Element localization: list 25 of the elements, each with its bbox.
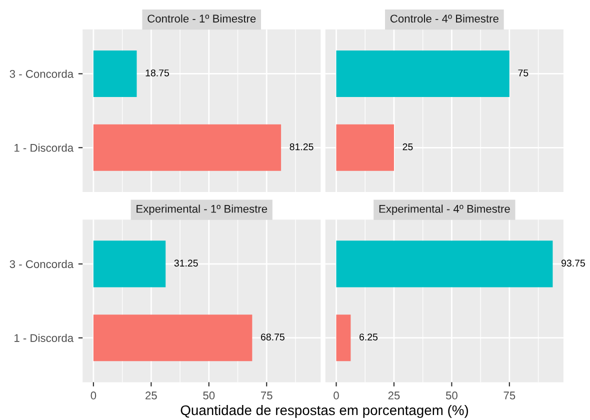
data-label: 31.25 (174, 260, 198, 267)
chart-title: Controle - 4º Bimestre (390, 14, 498, 23)
data-label: 6.25 (360, 334, 378, 340)
x-tick-label: 50 (446, 392, 458, 400)
y-tick-label: 3 - Concorda (10, 70, 74, 78)
data-label: 75 (518, 70, 528, 76)
data-label: 25 (402, 143, 413, 150)
x-tick-label: 0 (90, 392, 96, 400)
x-tick-label: 75 (504, 392, 516, 400)
data-label: 81.25 (290, 143, 314, 150)
x-tick-label: 25 (146, 392, 157, 400)
chart-title: Experimental - 4º Bimestre (379, 204, 510, 215)
x-tick-label: 0 (334, 392, 339, 400)
y-tick-label: 1 - Discorda (14, 144, 74, 152)
x-tick-label: 75 (261, 392, 272, 400)
x-axis-title: Quantidade de respostas em porcentagem (%) (180, 404, 468, 418)
chart-title: Controle - 1º Bimestre (148, 14, 256, 23)
x-tick-label: 25 (388, 392, 400, 400)
data-label: 68.75 (261, 334, 284, 340)
data-label: 18.75 (146, 69, 169, 76)
x-tick-label: 50 (203, 392, 215, 400)
y-tick-label: 1 - Discorda (14, 334, 74, 342)
data-label: 93.75 (562, 260, 585, 267)
chart-title: Experimental - 1º Bimestre (136, 204, 268, 215)
y-tick-label: 3 - Concorda (10, 260, 74, 268)
